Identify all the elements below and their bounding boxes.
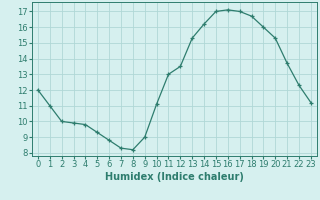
- X-axis label: Humidex (Indice chaleur): Humidex (Indice chaleur): [105, 172, 244, 182]
